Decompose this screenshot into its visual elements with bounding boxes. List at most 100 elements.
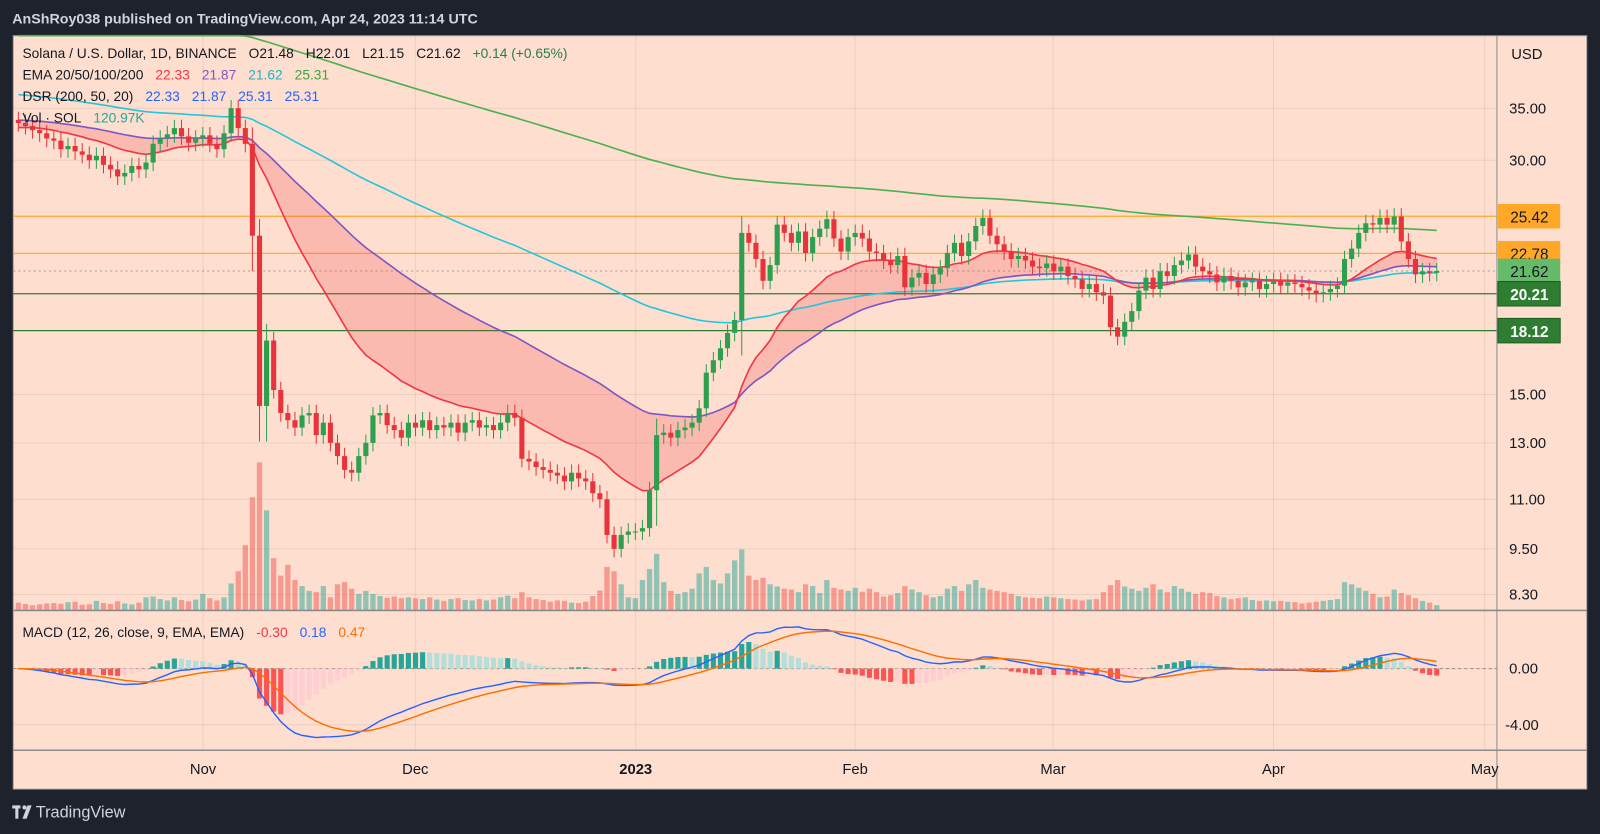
volume-bar	[1356, 587, 1362, 611]
volume-bar	[72, 601, 78, 611]
macd-histogram-bar	[1370, 657, 1376, 669]
macd-histogram-bar	[987, 665, 993, 669]
candle-up	[1341, 259, 1348, 286]
candle-down	[576, 472, 582, 479]
candle-down	[342, 456, 348, 470]
macd-label: MACD (12, 26, close, 9, EMA, EMA)	[22, 625, 244, 640]
volume-bar	[476, 599, 482, 611]
volume-bar	[1086, 599, 1092, 611]
candle-up	[1377, 217, 1383, 225]
macd-histogram-bar	[866, 668, 872, 678]
macd-histogram-bar	[136, 668, 142, 673]
volume-bar	[1235, 598, 1241, 611]
volume-bar	[852, 587, 858, 611]
volume-bar	[157, 599, 163, 611]
chart-panel	[12, 35, 1588, 790]
time-axis[interactable]: Nov Dec 2023 Feb Mar Apr May	[190, 762, 1499, 778]
tradingview-brand: TradingView	[36, 804, 126, 822]
candle-down	[1256, 280, 1262, 289]
volume-bar	[810, 586, 816, 611]
volume-bar	[724, 573, 731, 611]
candle-up	[1420, 271, 1426, 275]
candle-down	[561, 475, 567, 482]
volume-bar	[171, 597, 178, 611]
candle-down	[526, 458, 532, 462]
candle-down	[1207, 271, 1213, 275]
legend-row-dsr: DSR (200, 50, 20) 22.33 21.87 25.31 25.3…	[22, 89, 319, 104]
macd-histogram-bar	[909, 668, 915, 684]
price-level-label: 20.21	[1510, 287, 1549, 304]
macd-histogram-bar	[994, 667, 1000, 669]
macd-histogram-bar	[689, 657, 695, 669]
candle-up	[1363, 223, 1369, 233]
time-tick: Nov	[190, 762, 217, 778]
volume-bar	[1348, 584, 1355, 611]
macd-histogram-bar	[540, 666, 546, 669]
volume-bar	[278, 575, 284, 611]
candle-up	[909, 277, 915, 288]
candle-down	[519, 417, 525, 459]
macd-histogram-bar	[1029, 668, 1036, 675]
volume-bar	[710, 579, 717, 611]
volume-bar	[1384, 596, 1390, 611]
volume-bar	[1107, 585, 1114, 611]
volume-bar	[859, 591, 865, 611]
volume-bar	[1185, 591, 1192, 611]
macd-histogram-bar	[625, 668, 631, 671]
macd-histogram-bar	[1044, 668, 1050, 675]
macd-histogram-bar	[1136, 668, 1142, 673]
volume-bar	[285, 564, 291, 611]
macd-tick: 0.00	[1509, 662, 1538, 678]
price-axis[interactable]: USD 35.00 30.00 15.00 13.00 11.00 9.50 8…	[1509, 47, 1546, 603]
tradingview-logo[interactable]: TradingView	[12, 804, 126, 822]
candle-down	[476, 420, 482, 428]
candle-up	[1143, 277, 1149, 291]
candle-up	[1320, 292, 1326, 294]
macd-legend[interactable]: MACD (12, 26, close, 9, EMA, EMA) -0.30 …	[22, 625, 365, 640]
candles	[15, 99, 1440, 558]
candle-down	[242, 128, 248, 144]
volume-bar	[1249, 599, 1255, 611]
candle-up	[1334, 285, 1340, 289]
volume-bar	[1434, 605, 1440, 611]
volume-bar	[115, 601, 121, 611]
candle-down	[959, 242, 965, 256]
volume-bar	[391, 596, 397, 611]
volume-bar	[1327, 599, 1334, 611]
macd-axis[interactable]: 0.00 -4.00	[1505, 662, 1539, 734]
candle-up	[483, 425, 489, 428]
symbol-legend[interactable]: Solana / U.S. Dollar, 1D, BINANCE O21.48…	[16, 41, 587, 126]
volume-bar	[1001, 592, 1007, 611]
volume-bar	[1278, 600, 1284, 611]
candle-up	[696, 408, 702, 423]
volume-bar	[1270, 601, 1277, 611]
candle-down	[285, 413, 291, 421]
candle-up	[1356, 232, 1362, 249]
candle-up	[675, 430, 681, 438]
macd-histogram-bar	[384, 655, 390, 669]
volume-bar	[207, 598, 213, 611]
volume-bar	[1334, 599, 1341, 611]
candle-down	[249, 143, 255, 236]
volume-bar	[100, 603, 107, 611]
macd-histogram-bar	[100, 668, 107, 676]
volume-bar	[888, 595, 894, 611]
macd-histogram-bar	[93, 668, 99, 675]
volume-bar	[306, 590, 312, 611]
volume-bar	[150, 596, 156, 611]
price-level-label: 25.42	[1510, 209, 1548, 226]
candle-up	[462, 422, 468, 433]
volume-bar	[228, 583, 234, 611]
candle-up	[1285, 282, 1291, 286]
macd-histogram-bar	[1292, 668, 1298, 670]
candle-down	[327, 422, 333, 443]
macd-histogram-bar	[1384, 657, 1390, 669]
macd-histogram-bar	[646, 666, 653, 669]
candle-down	[86, 154, 92, 161]
candle-down	[1313, 290, 1319, 294]
volume-bar	[1072, 599, 1078, 611]
candle-down	[186, 136, 192, 143]
candle-up	[1271, 280, 1277, 285]
price-tick: 15.00	[1509, 388, 1546, 404]
